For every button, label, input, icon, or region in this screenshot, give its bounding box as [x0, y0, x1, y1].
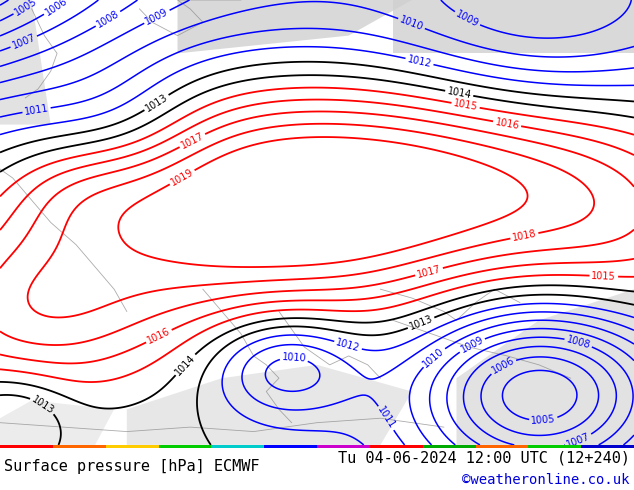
- Text: 1006: 1006: [43, 0, 69, 18]
- Text: 1009: 1009: [459, 335, 485, 355]
- Text: 1012: 1012: [335, 337, 361, 354]
- Text: 1013: 1013: [408, 314, 434, 332]
- Bar: [53, 445, 107, 448]
- Text: 1007: 1007: [11, 32, 37, 51]
- Text: 1019: 1019: [169, 167, 195, 188]
- Bar: [264, 445, 318, 448]
- Text: 1015: 1015: [453, 98, 479, 112]
- Text: 1017: 1017: [179, 130, 205, 150]
- Text: 1010: 1010: [281, 352, 306, 364]
- Polygon shape: [178, 0, 412, 53]
- Text: Surface pressure [hPa] ECMWF: Surface pressure [hPa] ECMWF: [4, 459, 259, 474]
- Text: 1011: 1011: [375, 405, 397, 431]
- Text: 1010: 1010: [421, 345, 446, 369]
- Bar: [423, 445, 477, 448]
- Text: 1018: 1018: [512, 228, 538, 243]
- Text: 1016: 1016: [146, 326, 172, 346]
- Polygon shape: [393, 0, 634, 53]
- Text: 1011: 1011: [23, 103, 49, 117]
- Text: 1016: 1016: [494, 117, 520, 131]
- Polygon shape: [0, 400, 114, 445]
- Text: ©weatheronline.co.uk: ©weatheronline.co.uk: [462, 473, 630, 487]
- Text: 1013: 1013: [143, 92, 169, 113]
- Text: 1007: 1007: [565, 431, 592, 450]
- Bar: [211, 445, 265, 448]
- Bar: [528, 445, 582, 448]
- Polygon shape: [0, 0, 51, 124]
- Polygon shape: [127, 365, 412, 445]
- Bar: [317, 445, 371, 448]
- Bar: [0, 445, 54, 448]
- Bar: [581, 445, 634, 448]
- Text: 1014: 1014: [173, 352, 197, 377]
- Bar: [476, 445, 529, 448]
- Text: 1017: 1017: [416, 264, 442, 280]
- Text: 1006: 1006: [490, 355, 516, 376]
- Text: 1014: 1014: [446, 86, 472, 100]
- Text: 1009: 1009: [454, 9, 481, 29]
- Text: 1013: 1013: [30, 394, 56, 416]
- Text: 1012: 1012: [406, 54, 432, 69]
- Text: 1015: 1015: [592, 270, 616, 282]
- Text: 1005: 1005: [531, 415, 556, 426]
- Text: Tu 04-06-2024 12:00 UTC (12+240): Tu 04-06-2024 12:00 UTC (12+240): [338, 451, 630, 466]
- Polygon shape: [456, 289, 634, 445]
- Bar: [158, 445, 212, 448]
- Text: 1010: 1010: [398, 15, 425, 32]
- Text: 1009: 1009: [144, 7, 170, 27]
- Text: 1008: 1008: [95, 8, 121, 29]
- Bar: [370, 445, 424, 448]
- Text: 1008: 1008: [566, 334, 592, 350]
- Text: 1005: 1005: [13, 0, 39, 18]
- Bar: [106, 445, 160, 448]
